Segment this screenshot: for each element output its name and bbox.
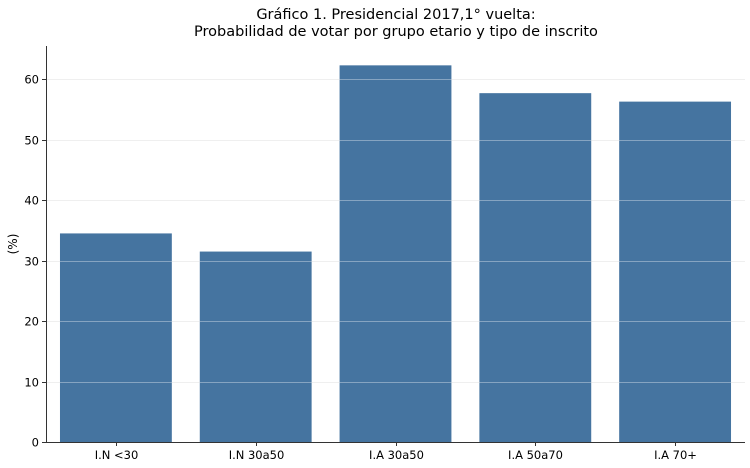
x-axis-ticks: I.N <30 I.N 30a50 I.A 30a50 I.A 50a70 I.A 70… bbox=[95, 442, 697, 462]
y-tick-label-30: 30 bbox=[24, 255, 39, 269]
x-tick-label-4: I.A 50a70 bbox=[508, 448, 563, 462]
y-tick-label-0: 0 bbox=[32, 436, 39, 450]
y-tick-label-60: 60 bbox=[24, 73, 39, 87]
bar-3 bbox=[339, 65, 452, 442]
x-tick-label-5: I.A 70+ bbox=[654, 448, 697, 462]
x-tick-label-2: I.N 30a50 bbox=[229, 448, 285, 462]
chart-title-line-2: Probabilidad de votar por grupo etario y… bbox=[194, 24, 598, 40]
x-tick-label-1: I.N <30 bbox=[95, 448, 139, 462]
bar-5 bbox=[619, 101, 732, 443]
axes bbox=[46, 46, 745, 443]
y-tick-label-50: 50 bbox=[24, 134, 39, 148]
y-axis-ticks: 0 10 20 30 40 50 60 bbox=[24, 73, 46, 450]
bar-4 bbox=[479, 93, 592, 442]
bar-1 bbox=[59, 233, 172, 442]
chart-title-line-1: Gráfico 1. Presidencial 2017,1° vuelta: bbox=[256, 7, 535, 23]
x-tick-label-3: I.A 30a50 bbox=[369, 448, 424, 462]
y-tick-label-20: 20 bbox=[24, 315, 39, 329]
gridlines-over-bars bbox=[46, 79, 745, 383]
chart-title: Gráfico 1. Presidencial 2017,1° vuelta: … bbox=[194, 7, 598, 40]
y-tick-label-40: 40 bbox=[24, 194, 39, 208]
bar-2 bbox=[199, 251, 312, 442]
y-axis-label: (%) bbox=[6, 234, 20, 255]
y-tick-label-10: 10 bbox=[24, 376, 39, 390]
bars bbox=[59, 65, 732, 443]
